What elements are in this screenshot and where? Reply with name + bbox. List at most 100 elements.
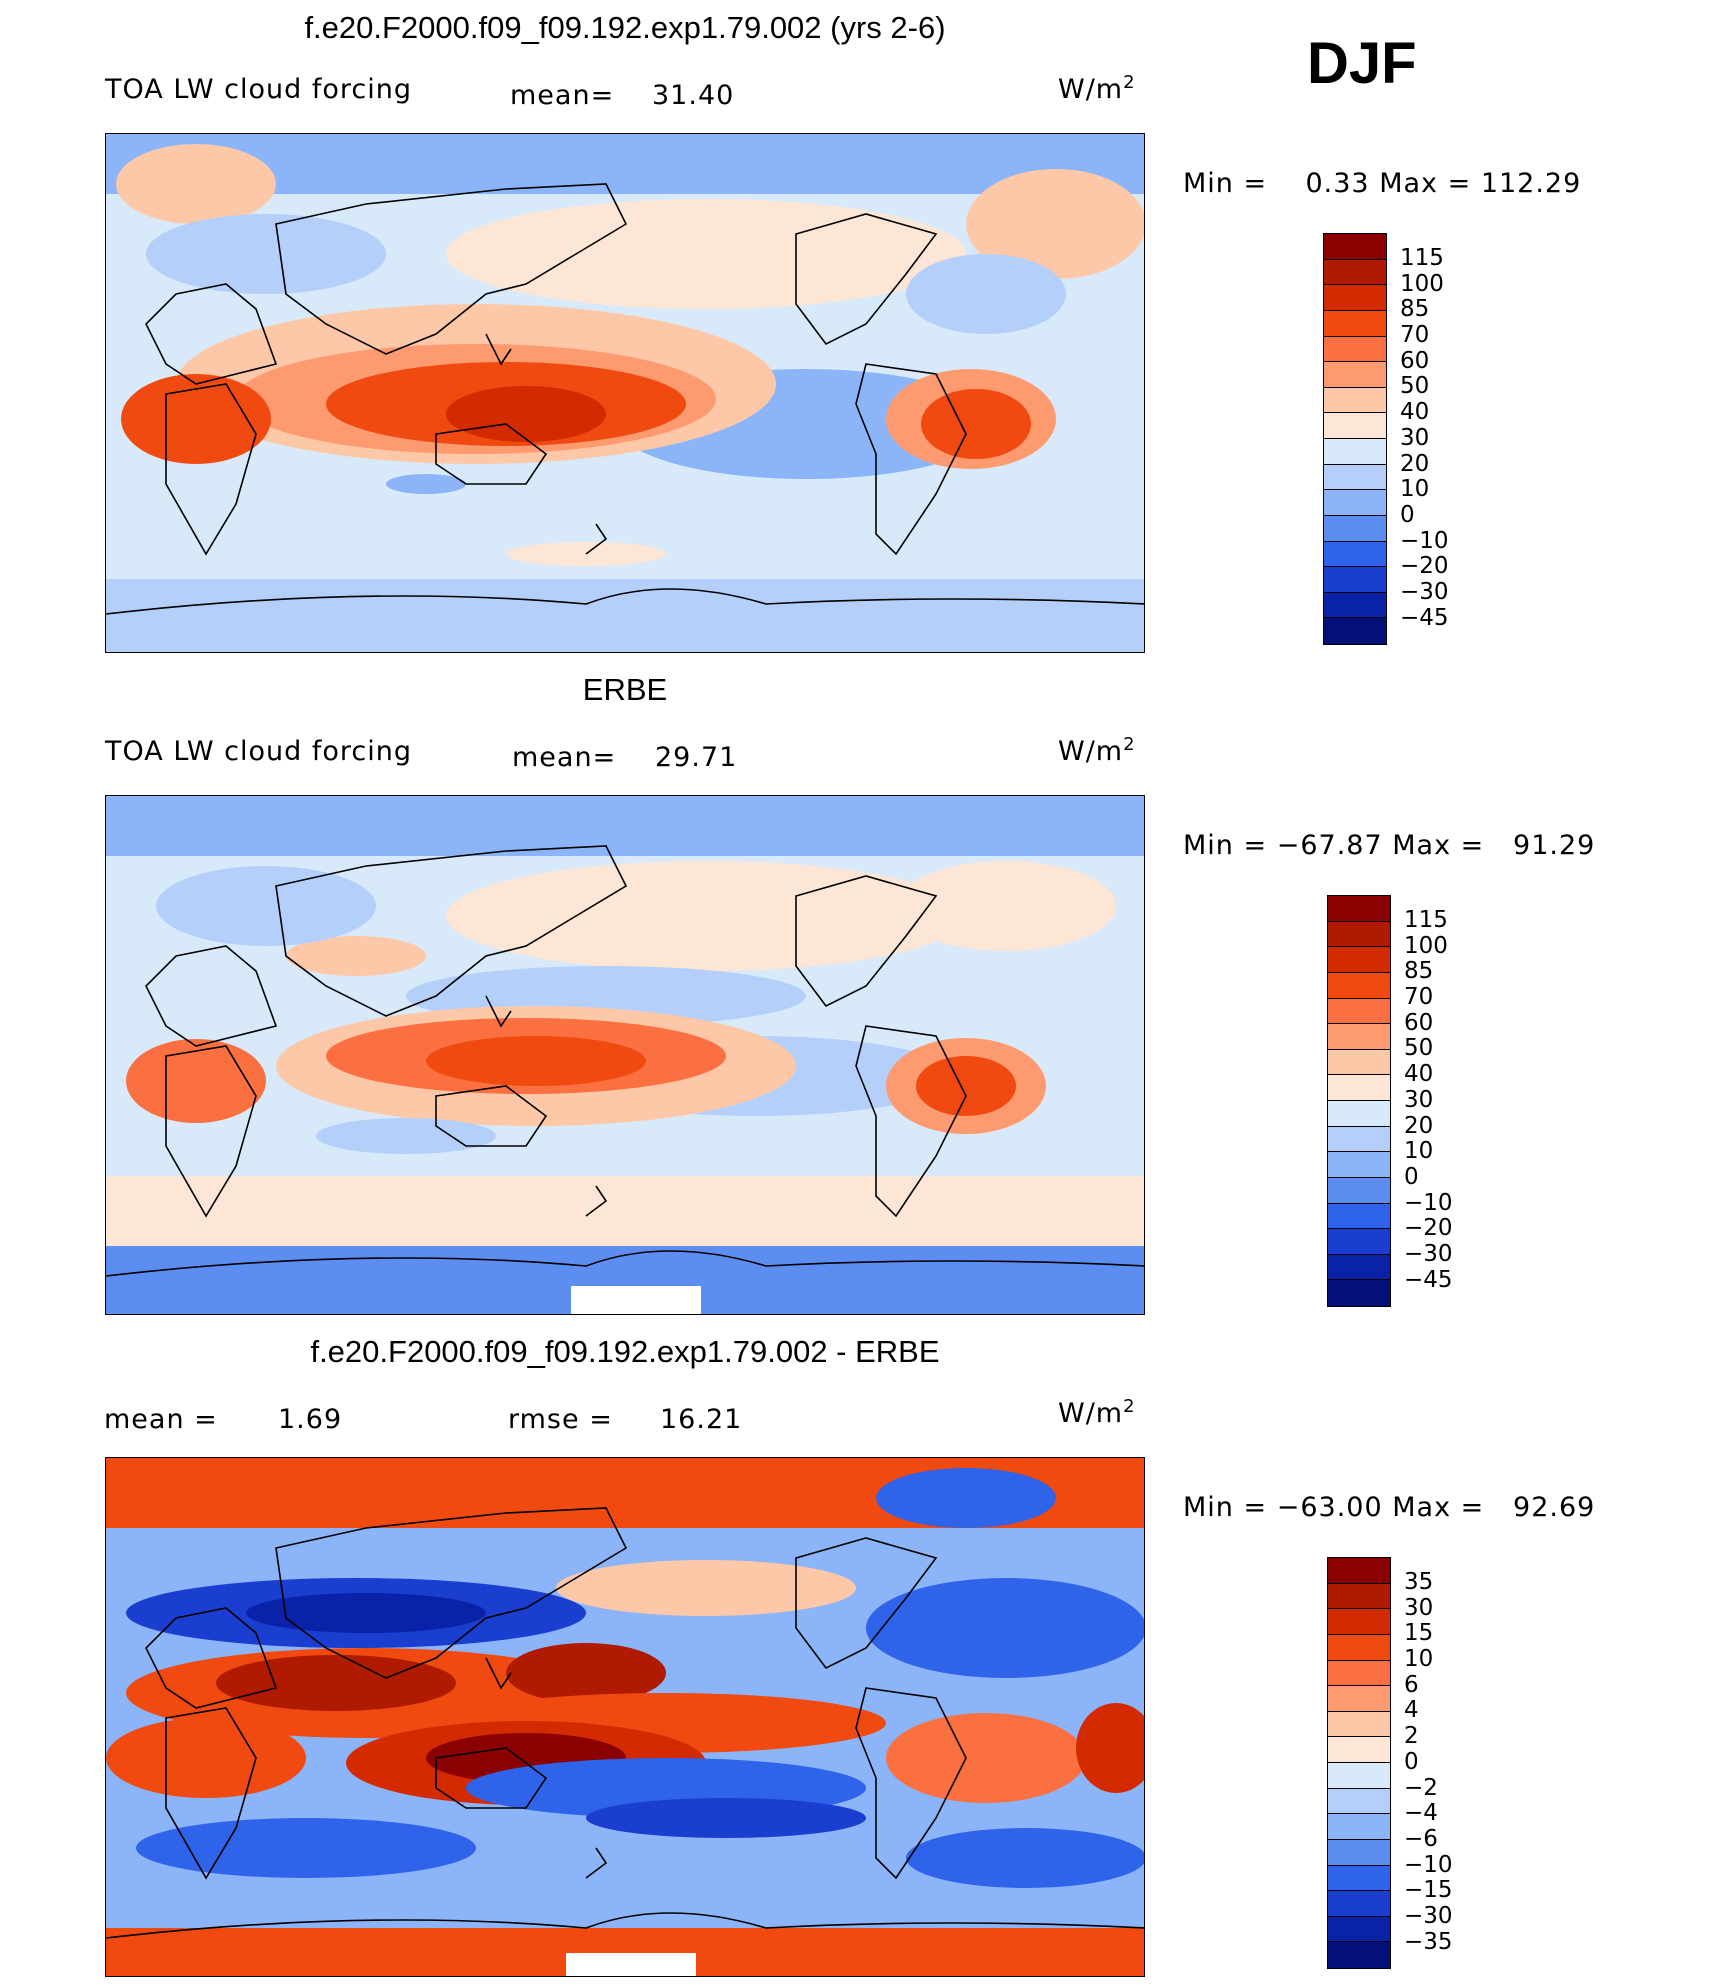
colorbar-swatch (1324, 413, 1386, 439)
colorbar-swatch (1328, 1126, 1390, 1153)
colorbar-tick-label: −45 (1404, 1266, 1453, 1293)
colorbar-swatch (1328, 1891, 1390, 1917)
colorbar-swatch (1324, 541, 1386, 568)
colorbar-swatch (1328, 947, 1390, 973)
colorbar-swatch (1328, 1177, 1390, 1204)
colorbar-swatch (1324, 618, 1386, 644)
colorbar-swatch (1328, 1558, 1390, 1584)
panel-obs-field (106, 796, 1144, 1314)
colorbar-swatch (1328, 1152, 1390, 1178)
panel-obs-variable-label: TOA LW cloud forcing (105, 736, 412, 767)
colorbar-swatch (1328, 1254, 1390, 1281)
panel-obs-mean-value: 29.71 (655, 742, 738, 773)
panel-diff-map (105, 1457, 1145, 1977)
colorbar-tick-label: 115 (1400, 245, 1444, 271)
colorbar-swatch (1324, 387, 1386, 414)
colorbar-swatch (1328, 1609, 1390, 1635)
colorbar-tick-label: 20 (1404, 1112, 1434, 1139)
colorbar-swatch (1328, 1280, 1390, 1306)
colorbar-swatch (1324, 515, 1386, 542)
colorbar-tick-label: 0 (1400, 501, 1415, 528)
colorbar-tick-label: 50 (1404, 1035, 1434, 1062)
colorbar-tick-label: 0 (1404, 1748, 1419, 1775)
colorbar-tick-label: 6 (1404, 1671, 1419, 1698)
panel-obs-colorbar-ticks: 115 100 85 70 60 50 40 30 20 10 0 −10 −20 −30 −45 (1404, 907, 1453, 1293)
panel-obs-units: W/m2 (1058, 734, 1136, 768)
colorbar-tick-label: 85 (1400, 296, 1430, 323)
colorbar-swatch (1328, 1686, 1390, 1712)
panel-obs-map (105, 795, 1145, 1315)
colorbar-swatch (1328, 1049, 1390, 1076)
colorbar-tick-label: 4 (1404, 1697, 1419, 1724)
colorbar-tick-label: 100 (1400, 270, 1444, 297)
colorbar-swatch (1328, 1814, 1390, 1840)
colorbar-tick-label: 100 (1404, 932, 1448, 959)
panel-model-colorbar-ticks: 115 100 85 70 60 50 40 30 20 10 0 −10 −20 −30 −45 (1400, 245, 1449, 631)
panel-diff-colorbar (1327, 1557, 1391, 1969)
colorbar-tick-label: −45 (1400, 604, 1449, 631)
colorbar-swatch (1324, 362, 1386, 388)
panel-model-map (105, 133, 1145, 653)
panel-diff-rmse-value: 16.21 (660, 1404, 743, 1435)
colorbar-swatch (1324, 234, 1386, 260)
colorbar-swatch (1328, 1024, 1390, 1050)
colorbar-tick-label: 30 (1400, 424, 1430, 451)
panel-model-field (106, 134, 1144, 652)
colorbar-tick-label: −6 (1404, 1825, 1438, 1852)
colorbar-swatch (1328, 1865, 1390, 1892)
colorbar-swatch (1324, 490, 1386, 516)
colorbar-swatch (1324, 567, 1386, 593)
colorbar-tick-label: 60 (1404, 1009, 1434, 1036)
colorbar-tick-label: 15 (1404, 1620, 1434, 1647)
colorbar-tick-label: 60 (1400, 347, 1430, 374)
panel-model-variable-label: TOA LW cloud forcing (105, 74, 412, 105)
panel-model-units: W/m2 (1058, 72, 1136, 106)
colorbar-tick-label: −30 (1404, 1902, 1453, 1929)
panel-obs-title: ERBE (582, 672, 668, 707)
colorbar-tick-label: 70 (1400, 322, 1430, 349)
colorbar-swatch (1324, 259, 1386, 286)
colorbar-swatch (1328, 896, 1390, 922)
colorbar-swatch (1328, 1763, 1390, 1789)
colorbar-tick-label: −2 (1404, 1774, 1438, 1801)
panel-diff-field (106, 1458, 1144, 1976)
colorbar-tick-label: −20 (1400, 553, 1449, 580)
panel-diff-colorbar-ticks: 35 30 15 10 6 4 2 0 −2 −4 −6 −10 −15 −30 −35 (1404, 1569, 1453, 1955)
colorbar-tick-label: 10 (1404, 1646, 1434, 1673)
colorbar-tick-label: −20 (1404, 1215, 1453, 1242)
panel-diff-mean-label: mean = (104, 1404, 218, 1435)
colorbar-tick-label: −35 (1404, 1928, 1453, 1955)
colorbar-tick-label: −15 (1404, 1877, 1453, 1904)
colorbar-tick-label: 10 (1400, 476, 1430, 503)
panel-model-title: f.e20.F2000.f09_f09.192.exp1.79.002 (yrs… (304, 10, 946, 45)
colorbar-tick-label: −10 (1400, 527, 1449, 554)
panel-diff-rmse-label: rmse = (508, 1404, 613, 1435)
panel-obs-minmax: Min = −67.87 Max = 91.29 (1183, 830, 1596, 861)
colorbar-swatch (1328, 1203, 1390, 1230)
colorbar-swatch (1324, 439, 1386, 465)
colorbar-tick-label: 0 (1404, 1163, 1419, 1190)
colorbar-swatch (1328, 1660, 1390, 1687)
colorbar-tick-label: 30 (1404, 1086, 1434, 1113)
colorbar-swatch (1324, 592, 1386, 619)
colorbar-tick-label: 50 (1400, 373, 1430, 400)
colorbar-tick-label: 35 (1404, 1569, 1434, 1595)
colorbar-swatch (1324, 464, 1386, 491)
panel-diff-title: f.e20.F2000.f09_f09.192.exp1.79.002 - ER… (310, 1334, 940, 1369)
colorbar-swatch (1328, 1101, 1390, 1127)
colorbar-tick-label: 2 (1404, 1723, 1419, 1750)
colorbar-swatch (1328, 1634, 1390, 1661)
colorbar-tick-label: −4 (1404, 1800, 1438, 1827)
colorbar-swatch (1328, 1916, 1390, 1943)
panel-model-mean-value: 31.40 (652, 80, 735, 111)
colorbar-swatch (1328, 1583, 1390, 1610)
colorbar-swatch (1328, 1839, 1390, 1866)
colorbar-swatch (1328, 998, 1390, 1025)
colorbar-tick-label: 20 (1400, 450, 1430, 477)
panel-diff-minmax: Min = −63.00 Max = 92.69 (1183, 1492, 1596, 1523)
colorbar-tick-label: −10 (1404, 1189, 1453, 1216)
panel-model-colorbar (1323, 233, 1387, 645)
colorbar-tick-label: −30 (1404, 1240, 1453, 1267)
colorbar-tick-label: 70 (1404, 984, 1434, 1011)
colorbar-tick-label: −10 (1404, 1851, 1453, 1878)
